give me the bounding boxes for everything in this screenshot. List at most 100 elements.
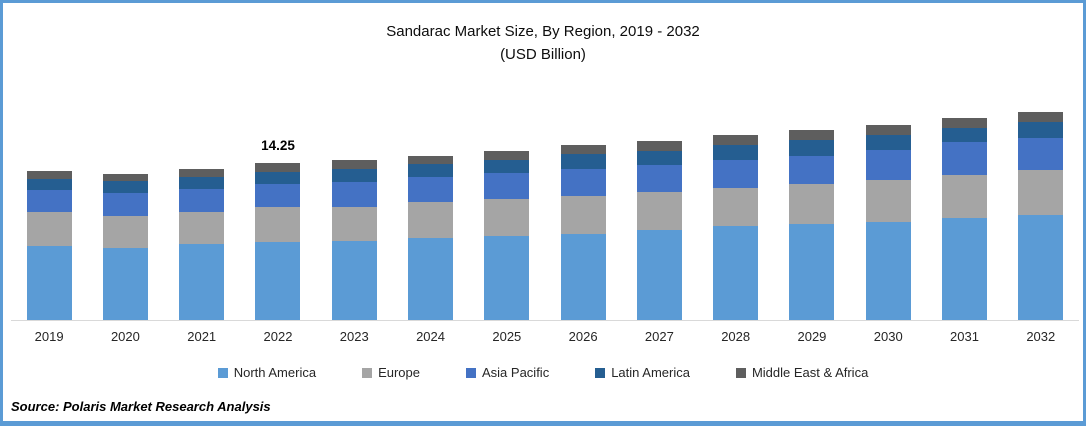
bar-segment-latin-america-2027: [636, 150, 682, 165]
x-axis-label-2031: 2031: [950, 329, 979, 344]
bar-segment-latin-america-2019: [26, 178, 72, 191]
source-note: Source: Polaris Market Research Analysis: [11, 399, 271, 414]
bar-segment-europe-2025: [484, 199, 530, 236]
bar-segment-middle-east-africa-2020: [102, 173, 148, 182]
bar-segment-middle-east-africa-2021: [179, 169, 225, 177]
legend-swatch-icon-europe: [362, 367, 373, 378]
x-axis-label-2020: 2020: [110, 329, 140, 344]
bar-segment-europe-2031: [942, 174, 988, 219]
bar-segment-europe-2020: [102, 215, 148, 248]
bar-segment-middle-east-africa-2022: [255, 163, 301, 173]
bar-segment-europe-2032: [1018, 169, 1064, 215]
bar-segment-middle-east-africa-2028: [713, 135, 759, 145]
bar-segment-middle-east-africa-2023: [331, 159, 377, 169]
x-axis-label-2025: 2025: [492, 329, 522, 344]
bar-segment-north-america-2021: [179, 244, 225, 320]
bar-segment-middle-east-africa-2019: [26, 171, 72, 179]
bar-segment-middle-east-africa-2025: [484, 150, 530, 160]
bar-stack-2019: [26, 171, 72, 320]
bar-column-2023: [316, 3, 392, 320]
legend-swatch-icon-middle-east-africa: [735, 367, 746, 378]
legend-label-north-america: North America: [233, 365, 317, 380]
bar-column-2020: [87, 3, 163, 320]
bar-stack-2023: [331, 159, 377, 320]
bar-segment-middle-east-africa-2026: [560, 145, 606, 154]
bar-segment-europe-2019: [26, 212, 72, 246]
bar-segment-latin-america-2022: [255, 172, 301, 185]
bar-column-2021: [164, 3, 240, 320]
legend-item-latin-america: Latin America: [595, 365, 690, 380]
bar-segment-asia-pacific-2021: [179, 188, 225, 213]
bar-column-2027: [621, 3, 697, 320]
bar-segment-europe-2030: [865, 179, 911, 223]
bar-segment-north-america-2020: [102, 247, 148, 320]
bar-stack-2028: [713, 135, 759, 320]
bar-segment-europe-2024: [408, 201, 454, 239]
bar-segment-middle-east-africa-2030: [865, 124, 911, 135]
chart-title-block: Sandarac Market Size, By Region, 2019 - …: [3, 20, 1083, 67]
bar-segment-asia-pacific-2032: [1018, 137, 1064, 170]
bar-segment-europe-2022: [255, 207, 301, 242]
bar-segment-asia-pacific-2027: [636, 164, 682, 192]
bar-segment-north-america-2026: [560, 233, 606, 320]
bar-stack-2029: [789, 129, 835, 320]
chart-title: Sandarac Market Size, By Region, 2019 - …: [386, 23, 700, 40]
bar-stack-2024: [408, 155, 454, 320]
bar-stack-2020: [102, 173, 148, 320]
plot-area: 14.25: [11, 3, 1079, 321]
bar-segment-middle-east-africa-2029: [789, 129, 835, 140]
bar-column-2025: [469, 3, 545, 320]
bar-stack-2030: [865, 124, 911, 320]
x-axis-label-2024: 2024: [416, 329, 445, 344]
bar-segment-latin-america-2024: [408, 164, 454, 178]
bar-segment-middle-east-africa-2031: [942, 118, 988, 128]
bar-segment-north-america-2024: [408, 238, 454, 320]
bar-column-2029: [774, 3, 850, 320]
bar-segment-asia-pacific-2022: [255, 184, 301, 208]
bar-column-2019: [11, 3, 87, 320]
bar-column-2031: [926, 3, 1002, 320]
bar-segment-asia-pacific-2023: [331, 182, 377, 207]
bar-column-2028: [698, 3, 774, 320]
bar-stack-2032: [1018, 111, 1064, 320]
bar-segment-asia-pacific-2030: [865, 149, 911, 180]
legend: North America Europe Asia Pacific Latin Ame…: [3, 365, 1083, 380]
legend-item-asia-pacific: Asia Pacific: [466, 365, 549, 380]
bar-segment-north-america-2032: [1018, 214, 1064, 320]
chart-subtitle: (USD Billion): [500, 46, 586, 64]
bar-column-2024: [392, 3, 468, 320]
bar-segment-north-america-2030: [865, 222, 911, 320]
bar-segment-asia-pacific-2031: [942, 142, 988, 175]
bar-segment-europe-2029: [789, 184, 835, 224]
x-axis-label-2029: 2029: [797, 329, 827, 344]
x-axis-label-2030: 2030: [873, 329, 903, 344]
bar-segment-latin-america-2031: [942, 127, 988, 143]
bar-segment-europe-2026: [560, 195, 606, 234]
x-axis: 2019 2020 2021 2022 2023 2024 2025 2026 2027 2028…: [11, 329, 1079, 344]
data-label-2022: 14.25: [261, 138, 295, 154]
x-axis-label-2019: 2019: [34, 329, 64, 344]
bar-segment-middle-east-africa-2024: [408, 155, 454, 165]
x-axis-label-2021: 2021: [187, 329, 217, 344]
bar-segment-north-america-2025: [484, 235, 530, 320]
bar-segment-latin-america-2026: [560, 153, 606, 169]
bar-segment-asia-pacific-2024: [408, 177, 454, 202]
bar-segment-asia-pacific-2019: [26, 190, 72, 213]
bar-segment-europe-2021: [179, 212, 225, 245]
bar-segment-latin-america-2028: [713, 144, 759, 160]
bar-segment-asia-pacific-2026: [560, 168, 606, 196]
bar-segment-north-america-2028: [713, 225, 759, 320]
legend-item-europe: Europe: [362, 365, 420, 380]
bar-segment-north-america-2029: [789, 223, 835, 320]
bar-segment-latin-america-2020: [102, 181, 148, 193]
bar-column-2026: [545, 3, 621, 320]
bar-segment-europe-2023: [331, 206, 377, 241]
bar-segment-asia-pacific-2028: [713, 159, 759, 188]
bar-column-2022: 14.25: [240, 3, 316, 320]
bar-segment-europe-2027: [636, 191, 682, 230]
bar-segment-north-america-2023: [331, 240, 377, 320]
bar-stack-2021: [179, 169, 225, 320]
x-axis-label-2027: 2027: [644, 329, 674, 344]
bar-segment-middle-east-africa-2027: [636, 141, 682, 151]
bar-segment-latin-america-2025: [484, 159, 530, 173]
